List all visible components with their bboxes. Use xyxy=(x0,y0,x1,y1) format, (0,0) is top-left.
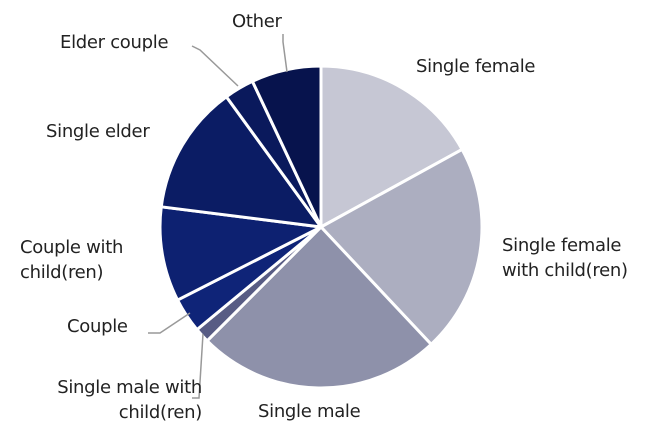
slice-label: Elder couple xyxy=(60,32,169,53)
slices xyxy=(158,64,484,390)
leader-line xyxy=(148,312,191,334)
leader-line xyxy=(192,333,204,399)
slice-label: Single female xyxy=(416,56,536,77)
pie-slice xyxy=(250,64,323,229)
pie-slice xyxy=(205,225,433,390)
pie-slice xyxy=(158,205,323,302)
slice-label: Single male xyxy=(258,401,361,422)
slice-label: Couple xyxy=(67,316,128,337)
leader-line xyxy=(191,45,239,87)
slice-label: Single elder xyxy=(46,121,150,142)
slice-label: Single male with child(ren) xyxy=(57,377,202,423)
leader-line xyxy=(282,34,288,73)
slice-label: Other xyxy=(232,11,282,32)
slice-label: Single female with child(ren) xyxy=(502,235,628,281)
pie-slice xyxy=(159,95,323,229)
pie-slice xyxy=(319,147,484,346)
slice-label: Couple with child(ren) xyxy=(20,237,124,283)
pie-slice xyxy=(319,64,464,229)
